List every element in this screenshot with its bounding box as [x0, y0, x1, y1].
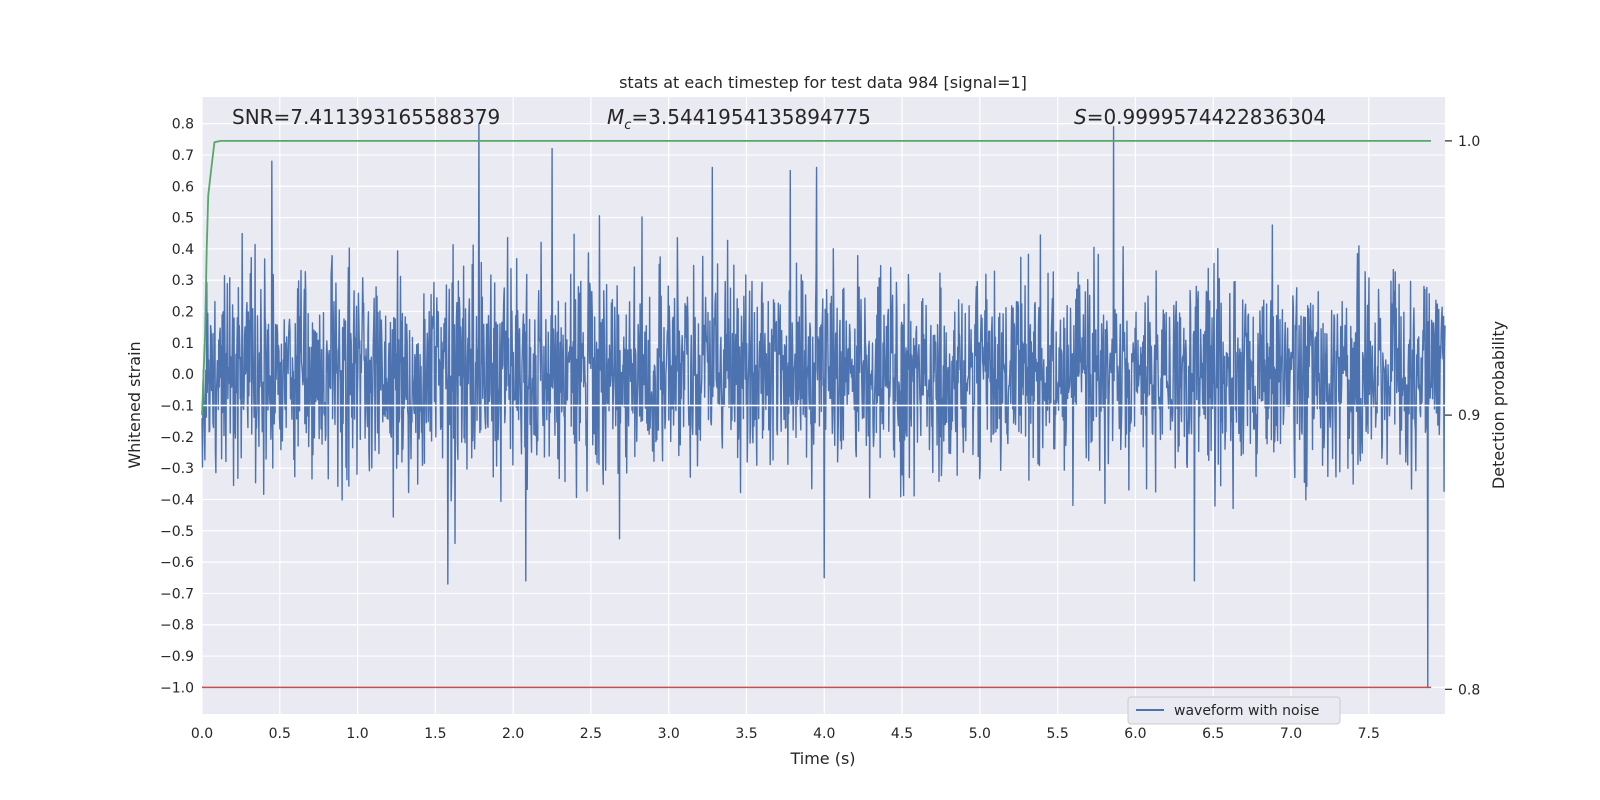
- x-tick-label: 6.0: [1124, 726, 1146, 742]
- y2-tick-label: 1.0: [1458, 134, 1480, 150]
- x-tick-label: 7.0: [1280, 726, 1302, 742]
- y-tick-label: 0.8: [172, 117, 194, 133]
- y-tick-label: 0.0: [172, 367, 194, 383]
- y2-tick-label: 0.8: [1458, 682, 1480, 698]
- x-tick-label: 0.0: [191, 726, 213, 742]
- legend-label-waveform: waveform with noise: [1174, 703, 1319, 719]
- y2-axis-title: Detection probability: [1489, 321, 1508, 489]
- y-tick-label: 0.3: [172, 273, 194, 289]
- x-tick-label: 0.5: [269, 726, 291, 742]
- x-tick-label: 3.5: [735, 726, 757, 742]
- mc-subscript: c: [624, 118, 631, 133]
- x-tick-label: 4.0: [813, 726, 835, 742]
- mc-value: =3.5441954135894775: [631, 105, 870, 129]
- snr-annotation: SNR=7.411393165588379: [232, 105, 500, 129]
- y-tick-label: 0.4: [172, 242, 194, 258]
- y-tick-label: −0.5: [160, 524, 194, 540]
- x-tick-label: 1.5: [424, 726, 446, 742]
- x-axis-title: Time (s): [789, 749, 855, 768]
- y-tick-label: −0.7: [160, 586, 194, 602]
- x-tick-label: 5.5: [1046, 726, 1068, 742]
- y2-tick-label: 0.9: [1458, 408, 1480, 424]
- x-tick-label: 7.5: [1358, 726, 1380, 742]
- x-tick-label: 5.0: [969, 726, 991, 742]
- y-tick-label: 0.6: [172, 179, 194, 195]
- y-tick-label: −0.4: [160, 492, 194, 508]
- y-axis-ticks: 0.8 0.7 0.6 0.5 0.4 0.3 0.2 0.1 0.0 −0.1 −0.2 −0.3 −…: [160, 117, 194, 697]
- mc-annotation: Mc=3.5441954135894775: [607, 105, 871, 133]
- x-tick-label: 3.0: [658, 726, 680, 742]
- s-value: =0.9999574422836304: [1087, 105, 1326, 129]
- x-tick-label: 2.5: [580, 726, 602, 742]
- y-tick-label: −1.0: [160, 680, 194, 696]
- y-tick-label: −0.2: [160, 430, 194, 446]
- legend-box: [1127, 696, 1341, 725]
- y-tick-label: −0.6: [160, 555, 194, 571]
- x-tick-label: 2.0: [502, 726, 524, 742]
- y-tick-label: −0.9: [160, 649, 194, 665]
- y-tick-label: 0.5: [172, 211, 194, 227]
- series-layer: [201, 122, 1446, 689]
- y-axis-title: Whitened strain: [125, 341, 144, 468]
- y2-axis-ticks: 1.0 0.9 0.8: [1445, 134, 1480, 698]
- s-symbol: S: [1074, 105, 1087, 129]
- y-tick-label: −0.3: [160, 461, 194, 477]
- waveform-with-noise-line: [201, 122, 1446, 689]
- s-annotation: S=0.9999574422836304: [1074, 105, 1326, 129]
- x-axis-ticks: 0.0 0.5 1.0 1.5 2.0 2.5 3.0 3.5 4.0 4.5 5.0 5.5 6.0 6…: [191, 726, 1380, 742]
- y-tick-label: −0.1: [160, 399, 194, 415]
- legend: waveform with noise: [1127, 696, 1341, 725]
- y-tick-label: −0.8: [160, 618, 194, 634]
- detection-probability-line: [201, 139, 1431, 416]
- y-tick-label: 0.1: [172, 336, 194, 352]
- chart-title: stats at each timestep for test data 984…: [619, 73, 1027, 92]
- y-tick-label: 0.7: [172, 148, 194, 164]
- x-tick-label: 1.0: [346, 726, 368, 742]
- mc-symbol: M: [607, 105, 624, 129]
- x-tick-label: 4.5: [891, 726, 913, 742]
- y-tick-label: 0.2: [172, 305, 194, 321]
- x-tick-label: 6.5: [1202, 726, 1224, 742]
